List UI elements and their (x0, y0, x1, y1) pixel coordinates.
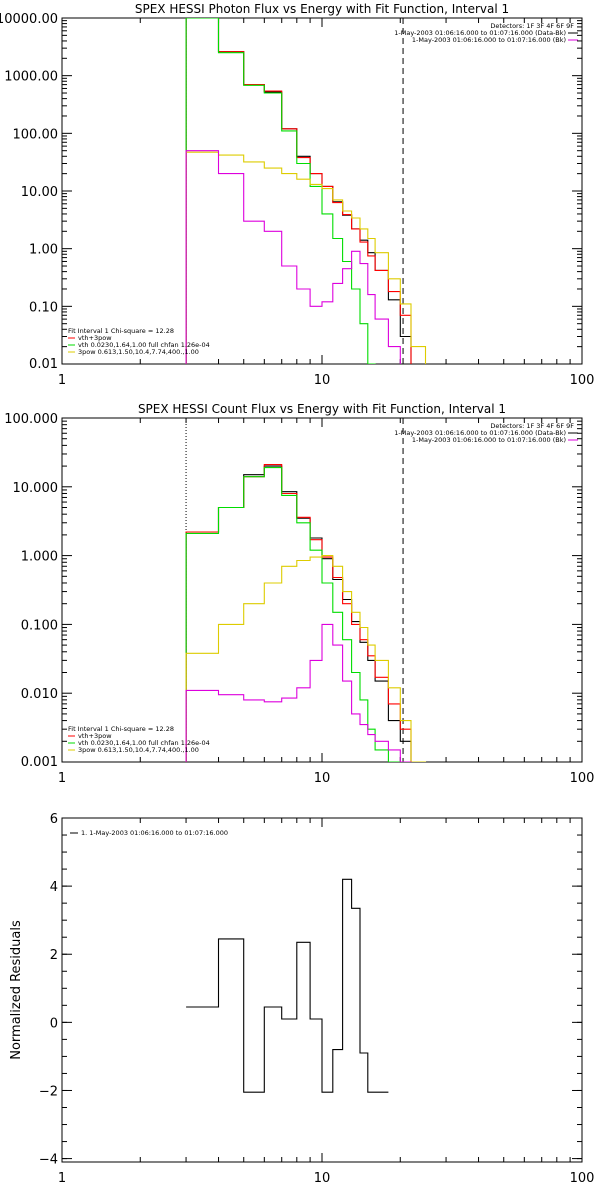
y-tick-label: 6 (50, 812, 58, 827)
series-line-vth-3pow (185, 18, 412, 364)
series-line-data-bk (185, 18, 412, 364)
x-tick-label: 100 (570, 1171, 595, 1186)
y-tick-label: 0 (50, 1016, 58, 1031)
chart-title: SPEX HESSI Count Flux vs Energy with Fit… (138, 402, 506, 416)
chart-panel-3: 1 10 100 −4 −2 0 2 4 6 Normalized Residuals 1. 1-M… (9, 812, 594, 1186)
fit-legend-entry: vth+3pow (78, 334, 112, 342)
y-tick-label: 10.00 (21, 185, 58, 200)
series-line-vth (185, 18, 376, 364)
detector-legend-line: Detectors: 1F 3F 4F 6F 9F (490, 22, 574, 30)
x-tick-label: 10 (314, 771, 331, 786)
y-tick-label: 2 (50, 948, 58, 963)
y-tick-label: 0.10 (29, 300, 58, 315)
residual-legend-label: 1. 1-May-2003 01:06:16.000 to 01:07:16.0… (81, 829, 228, 837)
fit-legend-header: Fit Interval 1 Chi-square = 12.28 (68, 327, 174, 335)
fit-legend-entry: 3pow 0.613,1.50,10.4,7.74,400.,1.00 (78, 746, 199, 754)
y-tick-label: 100.000 (4, 412, 58, 427)
series-line-1-1-may-2003-01-06-16-000-to-01-07-16-000 (186, 878, 389, 1093)
x-tick-label: 10 (314, 1171, 331, 1186)
x-tick-label: 1 (58, 771, 66, 786)
y-tick-label: 1000.00 (4, 70, 58, 85)
y-tick-label: 10.000 (13, 481, 59, 496)
series-line-bk (185, 150, 401, 364)
series-group (185, 464, 427, 762)
series-group (186, 878, 389, 1093)
series-line-vth-3pow (185, 464, 412, 762)
detector-legend-line: 1-May-2003 01:06:16.000 to 01:07:16.000 … (412, 36, 566, 44)
y-tick-label: 0.010 (21, 687, 58, 702)
y-tick-label: −4 (39, 1153, 58, 1168)
y-tick-label: 4 (50, 880, 58, 895)
y-axis-label: Normalized Residuals (9, 920, 24, 1060)
fit-legend-header: Fit Interval 1 Chi-square = 12.28 (68, 725, 174, 733)
y-tick-label: 0.01 (29, 357, 58, 372)
x-tick-label: 1 (58, 373, 66, 388)
detector-legend-line: 1-May-2003 01:06:16.000 to 01:07:16.000 … (394, 29, 566, 37)
plot-frame (61, 817, 583, 1163)
chart-panel-2: SPEX HESSI Count Flux vs Energy with Fit… (4, 402, 594, 786)
x-tick-label: 100 (570, 373, 595, 388)
y-tick-label: −2 (39, 1084, 58, 1099)
series-line-3pow (185, 555, 427, 762)
y-tick-label: 1.000 (21, 550, 58, 565)
fit-legend-entry: vth 0.0230,1.64,1.00 full chfan 1.26e-04 (78, 341, 210, 349)
x-tick-label: 10 (314, 373, 331, 388)
series-line-3pow (185, 151, 427, 364)
y-tick-label: 1.00 (29, 243, 58, 258)
detector-legend-line: Detectors: 1F 3F 4F 6F 9F (490, 422, 574, 430)
y-tick-label: 0.001 (21, 755, 58, 770)
fit-legend-entry: vth+3pow (78, 732, 112, 740)
series-line-bk (185, 623, 412, 762)
fit-legend-entry: 3pow 0.613,1.50,10.4,7.74,400.,1.00 (78, 348, 199, 356)
chart-panel-1: SPEX HESSI Photon Flux vs Energy with Fi… (0, 2, 594, 388)
x-tick-label: 1 (58, 1171, 66, 1186)
series-line-vth (185, 467, 401, 762)
y-tick-label: 10000.00 (0, 12, 58, 27)
x-tick-label: 100 (570, 771, 595, 786)
plot-frame (61, 417, 583, 763)
y-tick-label: 0.100 (21, 618, 58, 633)
detector-legend-line: 1-May-2003 01:06:16.000 to 01:07:16.000 … (394, 429, 566, 437)
chart-title: SPEX HESSI Photon Flux vs Energy with Fi… (135, 2, 509, 16)
series-group (185, 18, 427, 364)
y-tick-label: 100.00 (13, 127, 59, 142)
detector-legend-line: 1-May-2003 01:06:16.000 to 01:07:16.000 … (412, 436, 566, 444)
fit-legend-entry: vth 0.0230,1.64,1.00 full chfan 1.26e-04 (78, 739, 210, 747)
